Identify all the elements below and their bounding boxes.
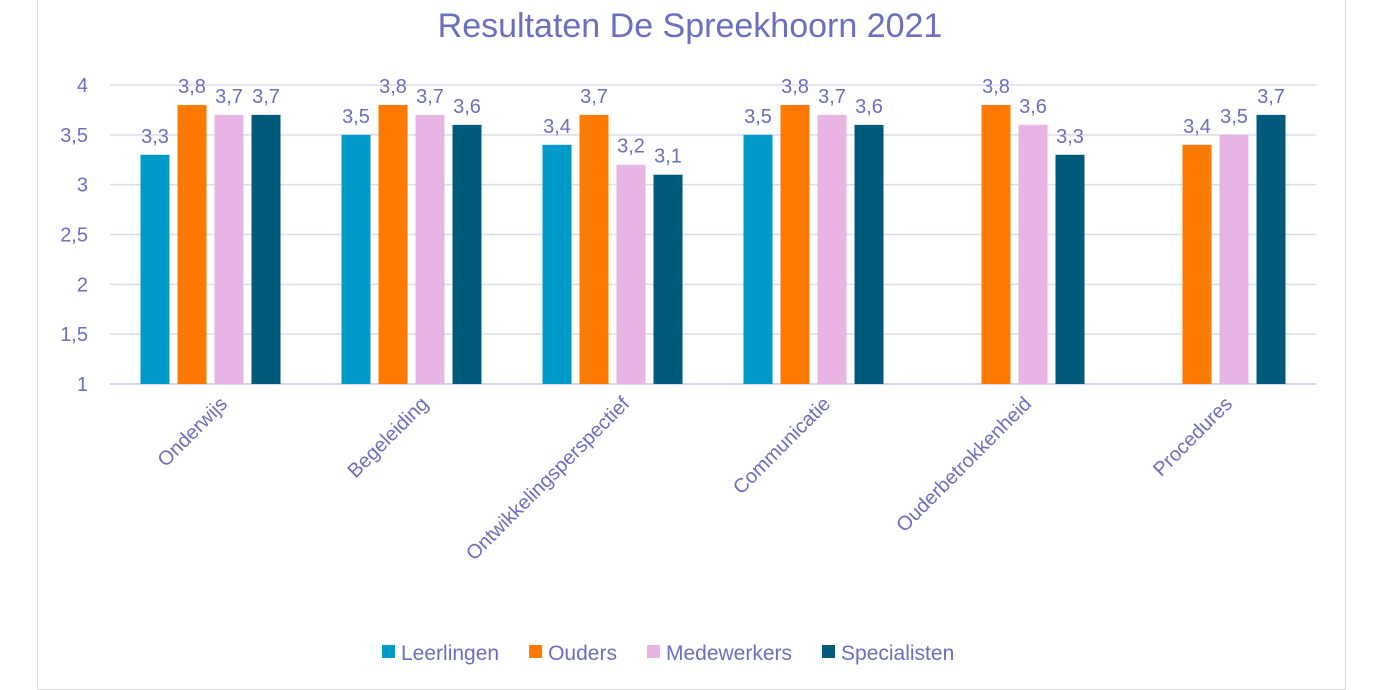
category-label: Ontwikkelingsperspectief — [462, 393, 634, 565]
data-label: 3,3 — [141, 126, 169, 148]
data-label: 3,6 — [855, 96, 883, 118]
legend: Leerlingen Ouders Medewerkers Specialisten — [382, 642, 954, 665]
data-label: 3,7 — [215, 86, 243, 108]
data-label: 3,6 — [453, 96, 481, 118]
y-tick-label: 1,5 — [60, 324, 88, 346]
data-label: 3,2 — [617, 136, 645, 158]
data-label: 3,7 — [818, 86, 846, 108]
bar — [251, 114, 281, 385]
data-label: 3,5 — [744, 106, 772, 128]
category-label: Onderwijs — [154, 393, 232, 471]
bar — [981, 104, 1011, 384]
bar — [177, 104, 207, 384]
data-label: 3,7 — [416, 86, 444, 108]
bar — [616, 164, 646, 384]
bar — [140, 154, 170, 384]
y-axis: 1 1,5 2 2,5 3 3,5 4 — [60, 75, 88, 396]
bar — [579, 114, 609, 385]
bar — [214, 114, 244, 385]
legend-label: Specialisten — [841, 642, 954, 665]
bar — [341, 134, 371, 384]
bars — [140, 104, 1286, 385]
y-tick-label: 3 — [77, 175, 88, 197]
data-label: 3,1 — [654, 146, 682, 168]
data-label: 3,4 — [1183, 116, 1211, 138]
bar — [817, 114, 847, 385]
data-label: 3,5 — [342, 106, 370, 128]
data-label: 3,3 — [1056, 126, 1084, 148]
data-labels: 3,3 3,8 3,7 3,7 3,5 3,8 3,7 3,6 3,4 3,7 3,2 3,1 3,5 3… — [141, 76, 1285, 168]
bar — [542, 144, 572, 384]
x-axis-categories: Onderwijs Begeleiding Ontwikkelingsperspec… — [154, 393, 1237, 565]
category-label: Begeleiding — [344, 393, 433, 482]
bar — [378, 104, 408, 384]
bar — [1018, 124, 1048, 384]
y-tick-label: 1 — [77, 374, 88, 396]
bar-chart: Resultaten De Spreekhoorn 2021 1 1,5 2 2,5 3… — [60, 7, 1316, 665]
category-label: Communicatie — [729, 393, 835, 499]
chart-title: Resultaten De Spreekhoorn 2021 — [438, 7, 943, 45]
bar — [743, 134, 773, 384]
y-tick-label: 4 — [77, 75, 88, 97]
data-label: 3,7 — [252, 86, 280, 108]
bar — [780, 104, 810, 384]
legend-label: Medewerkers — [666, 642, 792, 665]
data-label: 3,8 — [982, 76, 1010, 98]
bar — [452, 124, 482, 384]
bar — [415, 114, 445, 385]
bar — [1256, 114, 1286, 385]
legend-swatch — [822, 645, 836, 658]
data-label: 3,5 — [1220, 106, 1248, 128]
category-label: Ouderbetrokkenheid — [892, 393, 1036, 537]
data-label: 3,8 — [781, 76, 809, 98]
legend-label: Leerlingen — [401, 642, 499, 665]
data-label: 3,4 — [543, 116, 571, 138]
legend-swatch — [529, 645, 543, 658]
data-label: 3,7 — [580, 86, 608, 108]
y-tick-label: 3,5 — [60, 125, 88, 147]
legend-swatch — [382, 645, 395, 658]
bar — [1219, 134, 1249, 384]
legend-label: Ouders — [548, 642, 617, 665]
y-tick-label: 2,5 — [60, 225, 88, 247]
data-label: 3,8 — [178, 76, 206, 98]
bar — [1182, 144, 1212, 384]
bar — [1055, 154, 1085, 384]
bar — [854, 124, 884, 384]
gridlines — [110, 84, 1316, 385]
bar — [653, 174, 683, 384]
data-label: 3,8 — [379, 76, 407, 98]
category-label: Procedures — [1149, 393, 1237, 481]
y-tick-label: 2 — [77, 274, 88, 296]
data-label: 3,6 — [1019, 96, 1047, 118]
data-label: 3,7 — [1257, 86, 1285, 108]
legend-swatch — [646, 645, 660, 658]
